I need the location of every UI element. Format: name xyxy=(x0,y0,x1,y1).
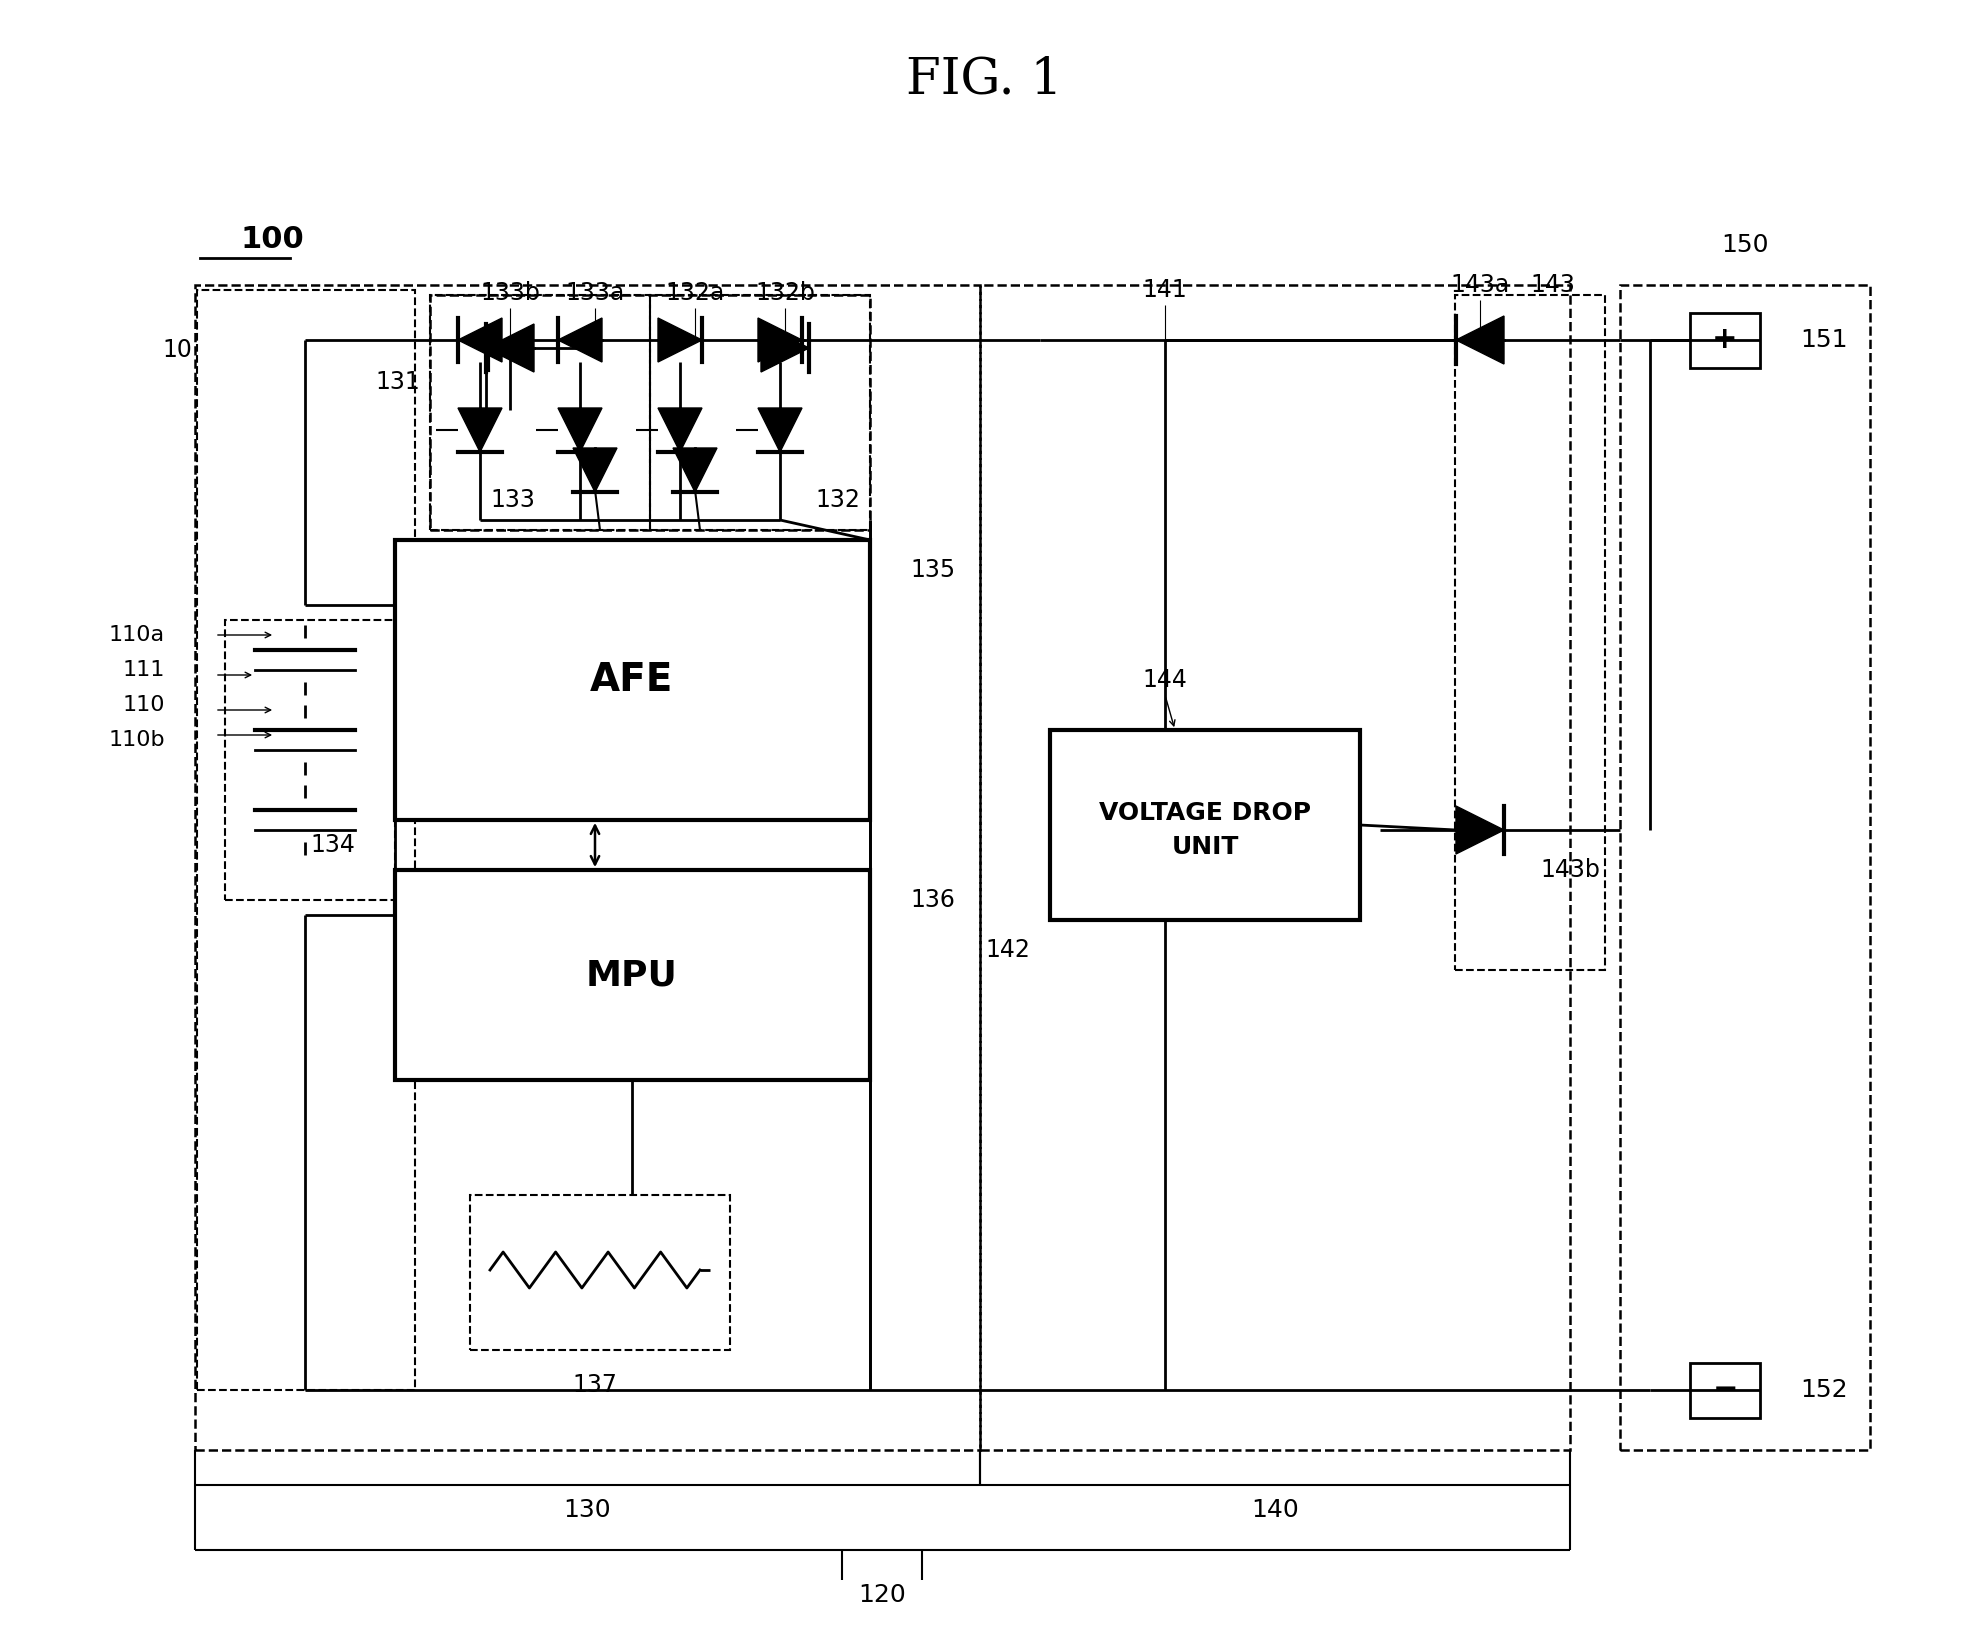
Text: 150: 150 xyxy=(1722,233,1769,257)
Bar xyxy=(1454,294,1606,971)
Text: 10: 10 xyxy=(161,338,193,363)
Polygon shape xyxy=(488,325,531,371)
Text: 110b: 110b xyxy=(108,730,165,750)
Text: 136: 136 xyxy=(909,888,954,912)
Text: 135: 135 xyxy=(909,558,954,582)
Polygon shape xyxy=(657,408,703,452)
Bar xyxy=(1691,1363,1759,1418)
Polygon shape xyxy=(758,319,803,363)
Bar xyxy=(396,870,870,1080)
Text: 152: 152 xyxy=(1801,1377,1848,1402)
Polygon shape xyxy=(1456,806,1504,854)
Polygon shape xyxy=(459,408,502,452)
Text: 110a: 110a xyxy=(108,624,165,646)
Text: 130: 130 xyxy=(563,1498,610,1522)
Polygon shape xyxy=(673,449,716,493)
Text: 143a: 143a xyxy=(1450,273,1509,298)
Text: −: − xyxy=(1712,1376,1738,1405)
Bar xyxy=(1691,312,1759,367)
Bar xyxy=(429,294,870,530)
Bar xyxy=(470,1195,730,1350)
Bar xyxy=(649,294,870,530)
Polygon shape xyxy=(762,324,809,372)
Text: 134: 134 xyxy=(311,833,354,857)
Polygon shape xyxy=(1456,315,1504,364)
Bar xyxy=(224,620,396,901)
Text: 143: 143 xyxy=(1529,273,1574,298)
Text: 120: 120 xyxy=(858,1584,905,1606)
Text: MPU: MPU xyxy=(586,958,677,992)
Bar xyxy=(197,289,415,1390)
Polygon shape xyxy=(573,449,618,493)
Text: 132a: 132a xyxy=(665,281,724,306)
Bar xyxy=(396,540,870,820)
Text: 133a: 133a xyxy=(565,281,624,306)
Bar xyxy=(195,285,980,1450)
Text: 142: 142 xyxy=(986,938,1029,963)
Text: AFE: AFE xyxy=(590,662,673,699)
Text: 137: 137 xyxy=(573,1372,618,1397)
Polygon shape xyxy=(559,319,602,363)
Text: +: + xyxy=(1712,325,1738,354)
Text: 132b: 132b xyxy=(756,281,815,306)
Bar xyxy=(1620,285,1870,1450)
Text: 133: 133 xyxy=(490,488,535,512)
Polygon shape xyxy=(657,319,703,363)
Text: 140: 140 xyxy=(1252,1498,1299,1522)
Polygon shape xyxy=(459,319,502,363)
Bar xyxy=(1051,730,1360,920)
Text: 110: 110 xyxy=(122,694,165,715)
Text: 111: 111 xyxy=(122,660,165,680)
Text: FIG. 1: FIG. 1 xyxy=(905,55,1063,104)
Text: 131: 131 xyxy=(376,371,419,393)
Text: 133b: 133b xyxy=(480,281,539,306)
Polygon shape xyxy=(559,408,602,452)
Polygon shape xyxy=(486,324,533,372)
Text: UNIT: UNIT xyxy=(1171,836,1238,859)
Text: 143b: 143b xyxy=(1541,859,1600,881)
Text: VOLTAGE DROP: VOLTAGE DROP xyxy=(1098,802,1311,824)
Text: 132: 132 xyxy=(815,488,860,512)
Text: 100: 100 xyxy=(240,226,303,255)
Text: 144: 144 xyxy=(1143,668,1187,693)
Text: 151: 151 xyxy=(1801,328,1848,351)
Bar xyxy=(980,285,1570,1450)
Bar xyxy=(429,294,649,530)
Text: 141: 141 xyxy=(1143,278,1187,302)
Polygon shape xyxy=(758,408,803,452)
